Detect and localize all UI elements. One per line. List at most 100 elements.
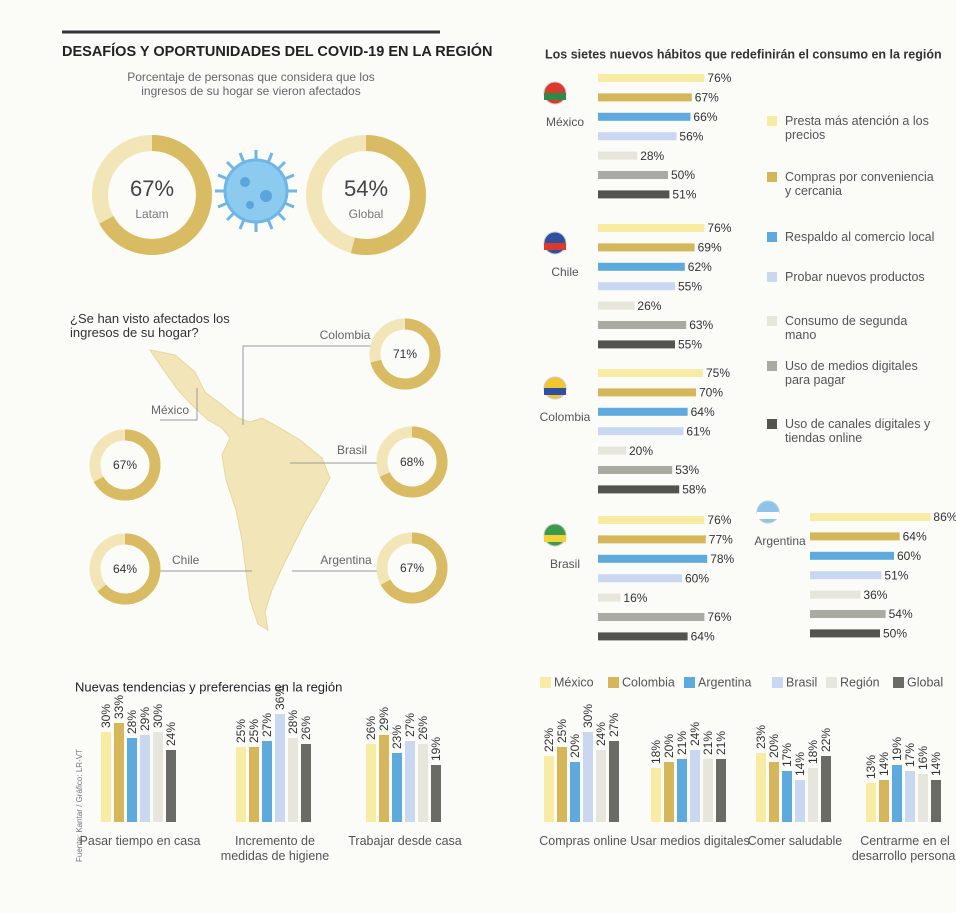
value-label: 20% xyxy=(767,734,781,758)
legend-swatch xyxy=(767,316,777,326)
bar xyxy=(583,732,593,822)
legend-label: Colombia xyxy=(622,675,675,689)
value-label: 13% xyxy=(864,755,878,779)
legend-label: Argentina xyxy=(698,675,752,689)
bar xyxy=(598,340,675,349)
flag-band xyxy=(544,243,566,250)
value-label: 76% xyxy=(707,610,731,624)
donut-arc xyxy=(376,532,448,604)
bar xyxy=(769,762,779,822)
bar xyxy=(431,765,441,822)
bar xyxy=(810,513,931,521)
value-label: 62% xyxy=(688,260,712,274)
value-label: 69% xyxy=(698,241,722,255)
legend-label: Uso de medios digitales para pagar xyxy=(785,359,918,387)
value-label: 28% xyxy=(286,710,300,734)
bar xyxy=(690,750,700,822)
value-label: 50% xyxy=(671,168,695,182)
chart-title: Nuevas tendencias y preferencias en la r… xyxy=(75,679,342,694)
value-label: 56% xyxy=(679,129,703,143)
value-label: 64% xyxy=(691,630,715,644)
bar xyxy=(810,590,861,599)
value-label: 64% xyxy=(903,530,927,544)
bar xyxy=(782,771,792,822)
value-label: 24% xyxy=(688,722,702,746)
value-label: 36% xyxy=(863,588,887,602)
bar xyxy=(598,466,673,474)
value-label: 25% xyxy=(247,719,261,743)
legend-label: Uso de canales digitales y tiendas onlin… xyxy=(785,417,931,445)
flag-band xyxy=(544,93,566,100)
country-label: Chile xyxy=(172,553,200,567)
value-label: 55% xyxy=(678,279,702,293)
flag-band xyxy=(544,535,566,542)
donut-arc xyxy=(89,533,161,605)
bar xyxy=(544,756,554,822)
legend-label: Región xyxy=(840,675,880,689)
bar xyxy=(795,780,805,822)
value-label: 60% xyxy=(897,549,921,563)
value-label: 22% xyxy=(819,728,833,752)
legend-label: Brasil xyxy=(786,675,817,689)
country-label: Argentina xyxy=(320,553,372,567)
donut-value: 64% xyxy=(113,562,137,576)
bar xyxy=(598,262,685,271)
legend-swatch xyxy=(767,232,777,242)
value-label: 21% xyxy=(675,731,689,755)
donut-arc xyxy=(376,426,448,498)
country-label: Argentina xyxy=(754,534,806,548)
bar xyxy=(366,744,376,822)
value-label: 20% xyxy=(568,734,582,758)
donut-value: 67% xyxy=(113,458,137,472)
legend-swatch xyxy=(767,172,777,182)
legend-swatch xyxy=(767,419,777,429)
map-question: ¿Se han visto afectados los ingresos de … xyxy=(70,311,230,340)
value-label: 33% xyxy=(112,695,126,719)
value-label: 14% xyxy=(929,752,943,776)
value-label: 14% xyxy=(877,752,891,776)
bar xyxy=(808,768,818,822)
value-label: 29% xyxy=(377,707,391,731)
bar xyxy=(905,771,915,822)
value-label: 24% xyxy=(164,722,178,746)
legend-label: Presta más atención a los precios xyxy=(785,114,929,142)
flag-band xyxy=(544,388,566,395)
value-label: 20% xyxy=(629,444,653,458)
value-label: 25% xyxy=(234,719,248,743)
value-label: 66% xyxy=(693,110,717,124)
bar xyxy=(598,224,705,232)
subtitle: Porcentaje de personas que considera que… xyxy=(127,70,375,98)
value-label: 67% xyxy=(695,91,719,105)
bar xyxy=(598,282,675,291)
bar xyxy=(249,747,259,822)
legend-swatch xyxy=(767,116,777,126)
bar xyxy=(598,632,688,641)
value-label: 70% xyxy=(699,386,723,400)
donut-value: 68% xyxy=(400,455,424,469)
bar xyxy=(598,132,677,141)
bar xyxy=(609,741,619,822)
value-label: 27% xyxy=(403,713,417,737)
bar xyxy=(127,738,137,822)
value-label: 26% xyxy=(637,299,661,313)
value-label: 19% xyxy=(429,737,443,761)
value-label: 51% xyxy=(672,188,696,202)
value-label: 76% xyxy=(707,221,731,235)
bar xyxy=(288,738,298,822)
bar xyxy=(716,759,726,822)
bar xyxy=(301,744,311,822)
legend-swatch xyxy=(608,677,619,688)
bar xyxy=(598,613,705,621)
country-label: Colombia xyxy=(320,328,371,342)
country-label: Chile xyxy=(551,265,579,279)
value-label: 76% xyxy=(707,71,731,85)
value-label: 27% xyxy=(607,713,621,737)
value-label: 21% xyxy=(714,731,728,755)
legend-label: Consumo de segunda mano xyxy=(785,314,908,342)
value-label: 50% xyxy=(883,627,907,641)
bar xyxy=(236,747,246,822)
bar xyxy=(598,93,692,102)
donut-value: 67% xyxy=(130,176,174,201)
legend-label: Global xyxy=(907,675,943,689)
